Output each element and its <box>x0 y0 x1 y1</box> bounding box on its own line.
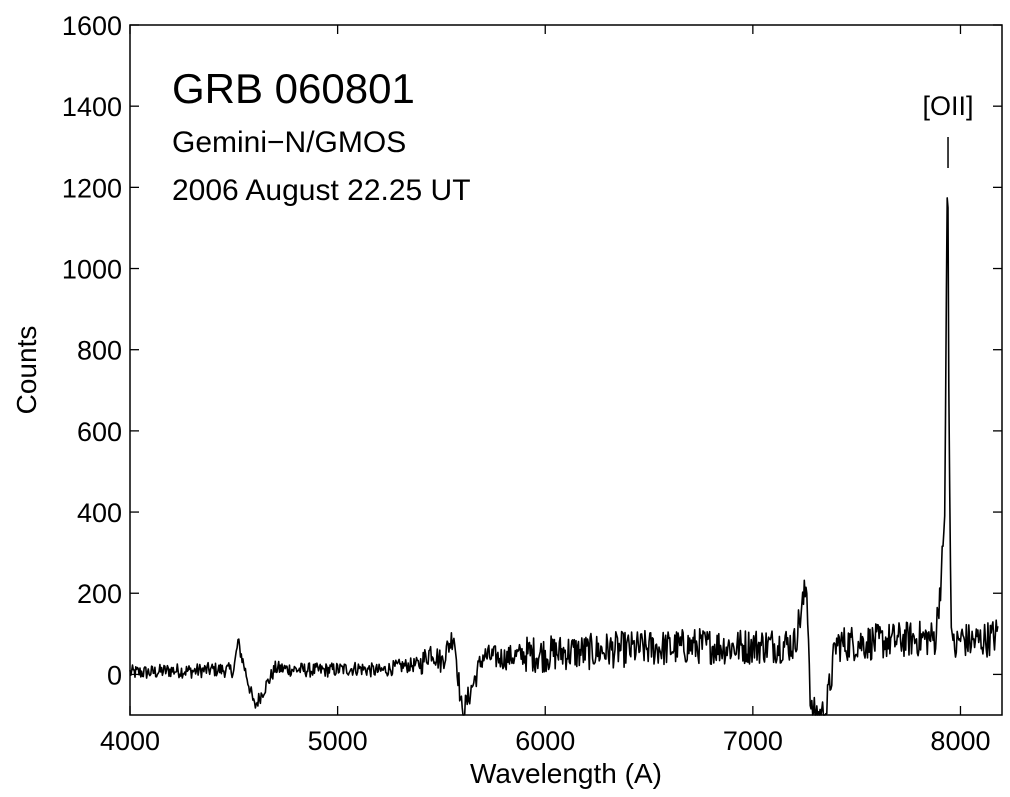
x-tick-label: 6000 <box>515 726 575 756</box>
axis-ticks <box>129 24 1002 715</box>
instrument-annotation: Gemini−N/GMOS <box>172 126 406 159</box>
y-tick-label: 800 <box>77 336 122 366</box>
y-axis-label: Counts <box>11 326 42 415</box>
spectrum-line <box>129 197 999 716</box>
y-tick-label: 400 <box>77 498 122 528</box>
y-tick-label: 1200 <box>62 173 122 203</box>
y-tick-label: 1400 <box>62 92 122 122</box>
y-tick-label: 600 <box>77 417 122 447</box>
x-tick-label: 5000 <box>308 726 368 756</box>
x-tick-label: 4000 <box>100 726 160 756</box>
y-tick-label: 1600 <box>62 11 122 41</box>
oii-line-label: [OII] <box>923 91 974 121</box>
chart-title: GRB 060801 <box>172 65 415 112</box>
y-tick-label: 1000 <box>62 255 122 285</box>
x-axis-label: Wavelength (A) <box>470 758 662 789</box>
plot-frame <box>129 24 1003 716</box>
date-annotation: 2006 August 22.25 UT <box>172 174 471 207</box>
x-tick-label: 7000 <box>723 726 783 756</box>
x-tick-label: 8000 <box>930 726 990 756</box>
axis-tick-labels: 4000 5000 6000 7000 8000 0 200 400 600 800 1000 120… <box>62 11 991 756</box>
y-tick-label: 0 <box>107 660 122 690</box>
y-tick-label: 200 <box>77 579 122 609</box>
